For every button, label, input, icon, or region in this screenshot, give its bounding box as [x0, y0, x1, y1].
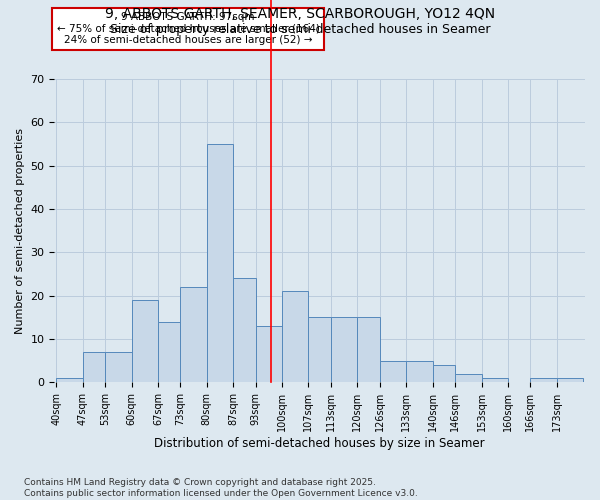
Bar: [282, 292, 308, 382]
Bar: [530, 378, 557, 382]
Y-axis label: Number of semi-detached properties: Number of semi-detached properties: [15, 128, 25, 334]
Bar: [455, 374, 482, 382]
Bar: [482, 378, 508, 382]
Bar: [83, 352, 105, 382]
Bar: [331, 318, 358, 382]
Bar: [256, 326, 282, 382]
Bar: [181, 287, 207, 382]
Bar: [158, 322, 181, 382]
X-axis label: Distribution of semi-detached houses by size in Seamer: Distribution of semi-detached houses by …: [154, 437, 485, 450]
Bar: [56, 378, 83, 382]
Bar: [358, 318, 380, 382]
Bar: [557, 378, 583, 382]
Text: Contains HM Land Registry data © Crown copyright and database right 2025.
Contai: Contains HM Land Registry data © Crown c…: [24, 478, 418, 498]
Bar: [105, 352, 131, 382]
Bar: [433, 365, 455, 382]
Bar: [308, 318, 331, 382]
Text: Size of property relative to semi-detached houses in Seamer: Size of property relative to semi-detach…: [110, 22, 490, 36]
Text: 9 ABBOTS GARTH: 97sqm
← 75% of semi-detached houses are smaller (164)
24% of sem: 9 ABBOTS GARTH: 97sqm ← 75% of semi-deta…: [56, 12, 319, 46]
Bar: [131, 300, 158, 382]
Bar: [207, 144, 233, 382]
Bar: [406, 361, 433, 382]
Text: 9, ABBOTS GARTH, SEAMER, SCARBOROUGH, YO12 4QN: 9, ABBOTS GARTH, SEAMER, SCARBOROUGH, YO…: [105, 8, 495, 22]
Bar: [233, 278, 256, 382]
Bar: [380, 361, 406, 382]
